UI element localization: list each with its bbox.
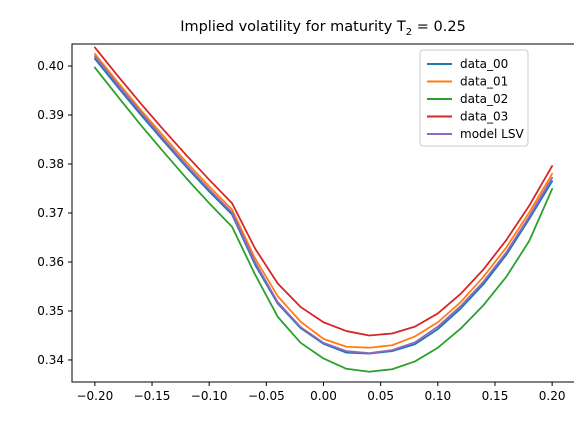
series-line-data_02 bbox=[93, 66, 554, 373]
legend-label: data_01 bbox=[460, 75, 508, 89]
x-tick-label: 0.15 bbox=[482, 389, 509, 403]
y-tick-label: 0.38 bbox=[37, 157, 64, 171]
x-tick-label: −0.20 bbox=[76, 389, 113, 403]
y-tick-label: 0.35 bbox=[37, 304, 64, 318]
legend-label: data_00 bbox=[460, 57, 508, 71]
x-tick-label: −0.15 bbox=[134, 389, 171, 403]
chart-title-suffix: = 0.25 bbox=[412, 19, 466, 35]
x-tick-label: 0.10 bbox=[424, 389, 451, 403]
legend-label: data_02 bbox=[460, 92, 508, 106]
x-tick-label: −0.05 bbox=[248, 389, 285, 403]
chart-title: Implied volatility for maturity T2 = 0.2… bbox=[180, 19, 466, 38]
legend-label: model LSV bbox=[460, 127, 524, 141]
x-tick-label: 0.20 bbox=[539, 389, 566, 403]
y-tick-label: 0.36 bbox=[37, 255, 64, 269]
series-line-model-lsv bbox=[93, 55, 554, 355]
x-axis: −0.20 −0.15 −0.10 −0.05 0.00 0.05 0.10 0.15 0.20 bbox=[76, 382, 565, 403]
legend-label: data_03 bbox=[460, 110, 508, 124]
series-layer bbox=[93, 46, 554, 373]
y-tick-label: 0.34 bbox=[37, 353, 64, 367]
x-tick-label: 0.05 bbox=[367, 389, 394, 403]
y-tick-label: 0.40 bbox=[37, 59, 64, 73]
series-line-data_03 bbox=[93, 46, 554, 337]
chart-title-subscript: 2 bbox=[406, 27, 412, 38]
x-tick-label: 0.00 bbox=[310, 389, 337, 403]
y-tick-label: 0.39 bbox=[37, 108, 64, 122]
y-axis: 0.34 0.35 0.36 0.37 0.38 0.39 0.40 bbox=[37, 59, 72, 367]
x-tick-label: −0.10 bbox=[191, 389, 228, 403]
series-line-data_01 bbox=[93, 52, 554, 349]
y-tick-label: 0.37 bbox=[37, 206, 64, 220]
legend-box bbox=[419, 49, 529, 147]
series-line-data_00 bbox=[93, 57, 554, 355]
